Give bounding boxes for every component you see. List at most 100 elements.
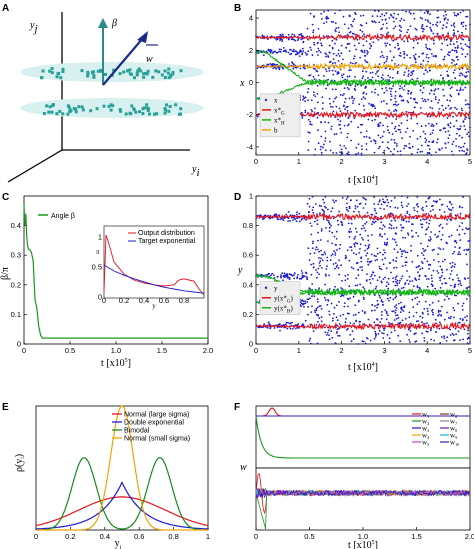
scatter-point — [281, 38, 283, 41]
scatter-point — [376, 306, 378, 309]
legend-label: Normal (small sigma) — [124, 436, 190, 443]
scatter-point — [425, 139, 428, 142]
scatter-point — [441, 27, 444, 30]
scatter-point — [310, 123, 313, 126]
scatter-point — [465, 298, 468, 300]
scatter-point — [402, 89, 405, 91]
scatter-point — [425, 10, 428, 12]
scatter-point — [466, 249, 469, 252]
scatter-point — [390, 331, 393, 334]
scatter-point — [356, 205, 359, 208]
scatter-point — [430, 125, 432, 127]
scatter-point — [325, 275, 327, 277]
scatter-point — [363, 109, 366, 111]
cluster-point — [51, 103, 55, 107]
panel-label-d: D — [234, 192, 241, 203]
scatter-point — [305, 218, 307, 221]
scatter-point — [444, 142, 447, 145]
scatter-point — [454, 327, 457, 330]
scatter-point — [407, 73, 410, 75]
scatter-point — [394, 90, 397, 93]
scatter-point — [311, 195, 314, 198]
scatter-point — [377, 39, 380, 41]
scatter-point — [340, 287, 342, 289]
scatter-point — [439, 223, 442, 226]
scatter-point — [428, 140, 430, 143]
cluster-point — [134, 110, 138, 114]
x-tick-label: 1 — [206, 532, 210, 541]
scatter-point — [291, 274, 294, 277]
scatter-point — [354, 235, 357, 238]
scatter-point — [412, 129, 415, 132]
scatter-point — [360, 152, 363, 155]
scatter-point — [357, 311, 360, 314]
cluster-point — [171, 72, 175, 76]
scatter-point — [380, 299, 383, 301]
scatter-point — [416, 42, 419, 45]
scatter-point — [300, 33, 303, 35]
scatter-point — [409, 93, 412, 95]
scatter-point — [337, 223, 340, 226]
scatter-point — [313, 41, 315, 44]
scatter-point — [468, 135, 470, 138]
scatter-point — [317, 41, 319, 44]
scatter-point — [401, 206, 404, 209]
plot-area-c — [23, 204, 208, 339]
scatter-point — [373, 20, 376, 23]
legend-label: w7 — [450, 418, 457, 427]
scatter-point — [278, 50, 280, 53]
scatter-point — [398, 124, 400, 127]
cluster-point — [67, 106, 71, 110]
scatter-point — [427, 20, 430, 23]
scatter-point — [339, 144, 342, 147]
scatter-point — [293, 277, 296, 280]
scatter-point — [442, 24, 445, 27]
scatter-point — [418, 274, 421, 277]
scatter-point — [378, 294, 381, 297]
scatter-point — [323, 201, 326, 204]
scatter-point — [376, 279, 379, 282]
scatter-point — [432, 311, 434, 314]
panel-e: E 0 0.2 0.4 0.6 0.8 1 yi ρ(yi) Normal (large … — [2, 402, 210, 549]
scatter-point — [395, 104, 398, 107]
legend-label: b — [274, 126, 278, 134]
scatter-point — [340, 52, 343, 55]
scatter-point — [440, 336, 443, 338]
scatter-point — [346, 202, 348, 205]
scatter-point — [432, 124, 435, 127]
scatter-point — [352, 314, 355, 316]
scatter-point — [429, 133, 432, 136]
scatter-point — [388, 17, 391, 19]
axis-label-yj: yj — [29, 20, 38, 35]
y-tick-label: 0 — [249, 78, 253, 87]
scatter-point — [296, 211, 298, 214]
scatter-point — [301, 276, 304, 278]
scatter-point — [342, 313, 345, 316]
scatter-point — [317, 267, 320, 270]
scatter-point — [390, 200, 393, 202]
scatter-point — [307, 118, 310, 121]
scatter-point — [328, 313, 331, 316]
cluster-point — [154, 69, 158, 73]
scatter-point — [449, 317, 452, 320]
scatter-point — [376, 258, 379, 261]
scatter-point — [369, 43, 371, 45]
scatter-point — [322, 218, 325, 221]
cluster-point — [155, 112, 159, 116]
band-series-line — [255, 321, 471, 331]
scatter-point — [431, 310, 433, 312]
scatter-point — [348, 205, 351, 208]
scatter-point — [449, 126, 452, 129]
scatter-point — [360, 50, 363, 52]
scatter-point — [386, 334, 389, 336]
inset-series-line — [103, 264, 205, 294]
scatter-point — [406, 333, 409, 336]
scatter-point — [314, 220, 316, 223]
scatter-point — [320, 228, 323, 230]
scatter-point — [370, 253, 373, 256]
scatter-point — [400, 308, 403, 310]
scatter-point — [416, 210, 419, 213]
scatter-point — [466, 287, 469, 289]
scatter-point — [379, 267, 381, 270]
scatter-point — [329, 149, 332, 152]
